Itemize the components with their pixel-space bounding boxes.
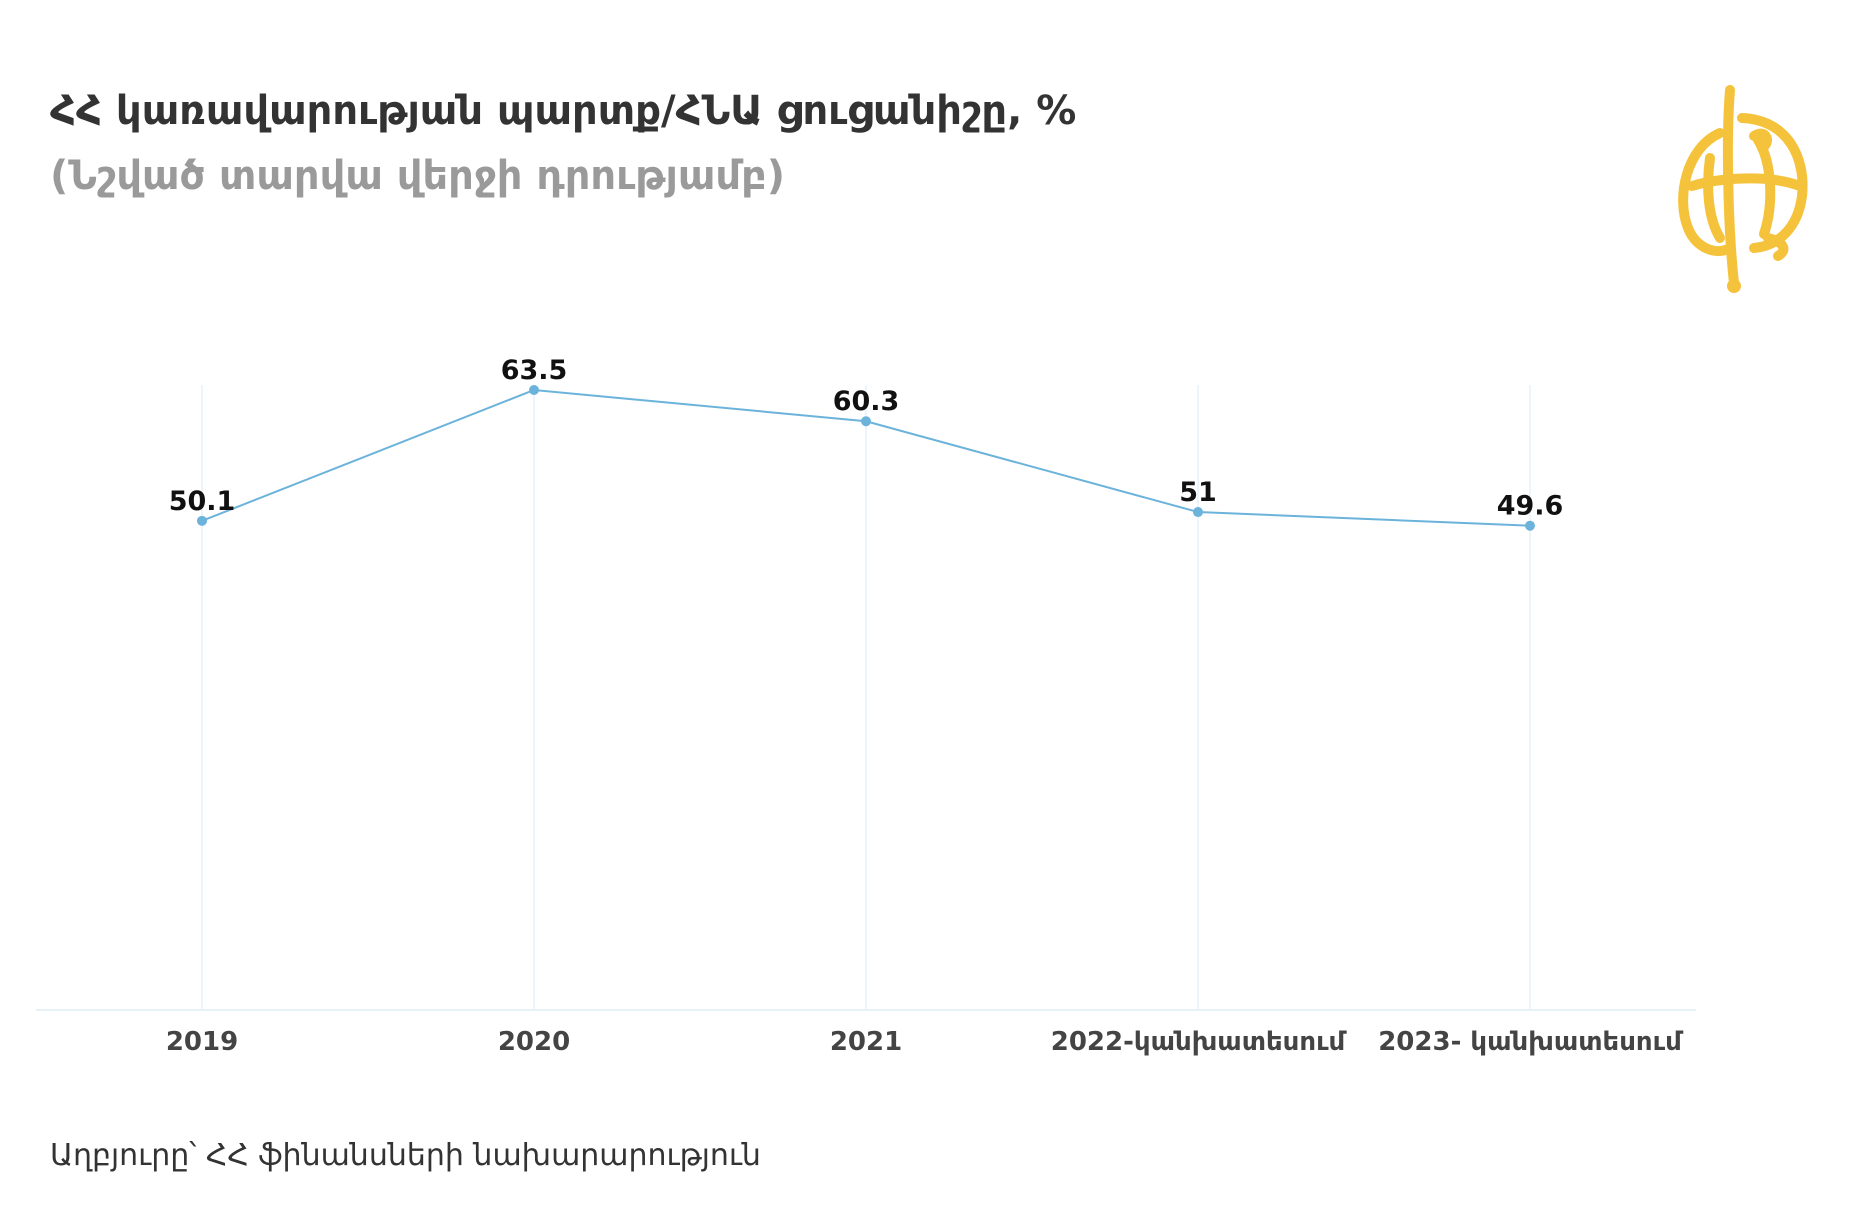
chart-subtitle: (Նշված տարվա վերջի դրությամբ)	[50, 153, 786, 199]
data-label-1: 50.1	[169, 486, 236, 517]
tick-layer: 2019 2020 2021 2022-կանխատեսում 2023- կանխատ…	[166, 1027, 1684, 1057]
data-label-2: 63.5	[501, 355, 568, 386]
data-point-2	[529, 385, 539, 395]
data-label-4: 51	[1179, 477, 1217, 508]
series-layer	[197, 385, 1535, 531]
data-point-3	[861, 416, 871, 427]
brand-logo-icon	[1678, 85, 1808, 293]
grid-layer	[201, 385, 1531, 1010]
data-point-5	[1525, 520, 1535, 531]
x-tick-label-3: 2021	[830, 1027, 902, 1057]
data-label-3: 60.3	[833, 386, 900, 417]
source-note: Աղբյուրը՝ ՀՀ ֆինանսների նախարարություն	[50, 1138, 761, 1173]
logo-dot	[1727, 279, 1741, 293]
x-tick-label-4: 2022-կանխատեսում	[1051, 1027, 1348, 1057]
x-tick-label-5: 2023- կանխատեսում	[1378, 1027, 1684, 1057]
chart-title: ՀՀ կառավարության պարտք/ՀՆԱ ցուցանիշը, %	[50, 88, 1077, 134]
x-tick-label-2: 2020	[498, 1027, 570, 1057]
data-point-1	[197, 515, 207, 526]
x-tick-label-1: 2019	[166, 1027, 238, 1057]
data-point-4	[1193, 507, 1203, 518]
label-layer: 50.1 63.5 60.3 51 49.6	[169, 355, 1564, 522]
data-label-5: 49.6	[1497, 491, 1564, 522]
